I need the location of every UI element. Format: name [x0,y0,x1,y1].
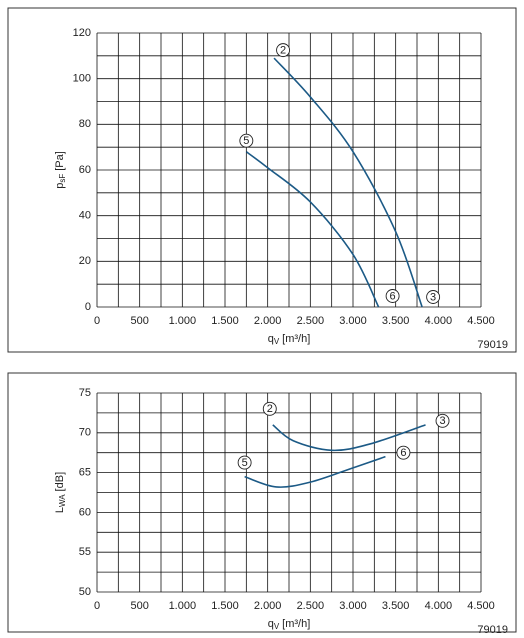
y-tick-label: 65 [79,467,91,479]
x-tick-label: 500 [130,600,148,612]
curve [244,455,386,488]
y-tick-label: 0 [85,301,91,313]
label-main: L [54,507,66,513]
x-tick-label: 0 [94,315,100,327]
curve-label: 6 [400,447,406,459]
x-tick-label: 2.500 [297,600,325,612]
y-tick-label: 80 [79,118,91,130]
curve-label: 5 [242,457,248,469]
label-unit: [m³/h] [282,618,310,630]
x-tick-label: 0 [94,600,100,612]
x-tick-label: 3.500 [382,600,410,612]
x-tick-label: 4.500 [467,315,495,327]
x-tick-label: 3.000 [339,600,367,612]
y-axis-label: LWA [dB] [54,472,67,513]
label-unit: [dB] [54,472,66,492]
panel-frame [7,7,517,353]
x-tick-label: 2.000 [254,315,282,327]
panel-frame [7,372,517,633]
label-sub: V [274,337,280,346]
y-tick-label: 100 [73,73,91,85]
x-tick-label: 1.500 [211,315,239,327]
curve-marker [435,413,450,428]
y-tick-label: 55 [79,546,91,558]
x-tick-label: 3.000 [339,315,367,327]
x-tick-label: 1.000 [169,315,197,327]
y-tick-label: 60 [79,164,91,176]
label-main: q [268,618,274,630]
curve-label: 6 [390,290,396,302]
x-tick-label: 2.500 [297,315,325,327]
y-axis-label: psF [Pa] [54,151,67,189]
label-unit: [Pa] [54,151,66,171]
x-tick-label: 1.000 [169,600,197,612]
curve-marker [262,401,277,416]
y-tick-label: 50 [79,586,91,598]
x-tick-label: 4.000 [425,600,453,612]
curve-label: 3 [430,291,436,303]
curve-label: 2 [267,403,273,415]
y-tick-label: 60 [79,506,91,518]
figure-code: 79019 [477,624,508,636]
x-axis-label: qV [m³/h] [268,618,311,631]
x-tick-label: 2.000 [254,600,282,612]
curve-marker [237,455,252,470]
label-sub: sF [58,174,67,183]
label-main: q [268,333,274,345]
label-sub: WA [58,494,67,507]
label-sub: V [274,622,280,631]
curve-label: 2 [280,45,286,57]
x-tick-label: 4.500 [467,600,495,612]
curve-marker [385,289,400,303]
x-tick-label: 1.500 [211,600,239,612]
curve [245,151,380,308]
curve-marker [396,445,411,460]
curve-marker [239,133,254,148]
label-main: p [54,183,66,189]
x-tick-label: 4.000 [425,315,453,327]
x-tick-label: 3.500 [382,315,410,327]
figure-code: 79019 [477,339,508,351]
y-tick-label: 20 [79,255,91,267]
curve-label: 3 [439,415,445,427]
y-tick-label: 40 [79,210,91,222]
y-tick-label: 75 [79,387,91,399]
y-tick-label: 120 [73,27,91,39]
curve-marker [426,290,441,304]
y-tick-label: 70 [79,427,91,439]
curve-marker [276,43,291,58]
curve [272,424,426,452]
label-unit: [m³/h] [282,333,310,345]
x-axis-label: qV [m³/h] [268,333,311,346]
curve [273,57,423,308]
x-tick-label: 500 [130,315,148,327]
curve-label: 5 [243,135,249,147]
